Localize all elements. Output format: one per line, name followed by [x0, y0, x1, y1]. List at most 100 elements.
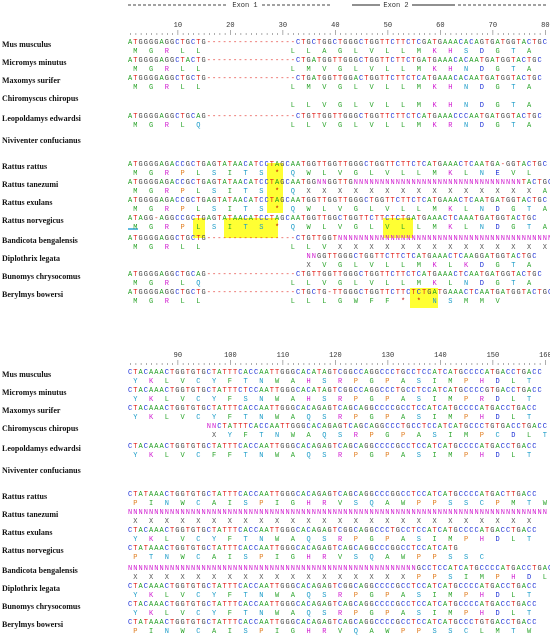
- dna-sequence: ATGGGGAGGCTGCTG-----------------CTGATGGT…: [128, 75, 542, 83]
- ruler-number: 60: [436, 22, 444, 30]
- dna-sequence: CTACAAACTGGTGTGCTATTTCACCAATTGGGCACAGAGT…: [128, 583, 536, 591]
- dna-sequence: CTACAAACTGGTGTGCTATTTCACCAATTGGGCACAGAGT…: [128, 443, 536, 451]
- ruler-number: 130: [382, 352, 395, 360]
- ruler-number: 140: [434, 352, 447, 360]
- species-name: Rattus tanezumi: [2, 510, 59, 519]
- aa-sequence: M G R P L S I T S * Q W L V G L V L L M K L N E V L: [133, 170, 531, 178]
- dna-sequence: ATGGGGAGGCTGCTG-----------------CTGCTGGC…: [128, 39, 547, 47]
- species-name: Diplothrix legata: [2, 254, 60, 263]
- species-name: Micromys minutus: [2, 58, 67, 67]
- dna-sequence: ATGGGGAGGCTGCTG-----------------CTGCTG-T…: [128, 289, 550, 297]
- highlight: [410, 288, 438, 308]
- dna-sequence: NNGGTTGGGCTGGTTCTTCTCATGAAACTCAAGGATGGTA…: [128, 253, 536, 261]
- species-name: Bandicota bengalensis: [2, 566, 78, 575]
- ruler-number: 70: [489, 22, 497, 30]
- species-name: Maxomys surifer: [2, 76, 61, 85]
- species-name: Rattus exulans: [2, 528, 52, 537]
- exon-label: Exon 1: [232, 2, 257, 10]
- dna-sequence: CTACAAACTGGTGTGCTATTTCACCAATTGGGCACATAGT…: [128, 369, 542, 377]
- species-name: Bunomys chrysocomus: [2, 272, 80, 281]
- ruler-number: 160: [539, 352, 550, 360]
- dna-sequence: ATAGG-AGGCCGCTGAGTATAACATCCTAGCAATGGTTGG…: [128, 215, 536, 223]
- species-name: Mus musculus: [2, 370, 51, 379]
- aa-sequence: M G R P L S I T S * Q X X X X X X X X X X X X X X X A: [133, 188, 548, 196]
- species-name: Rattus rattus: [2, 162, 47, 171]
- species-name: Micromys minutus: [2, 388, 67, 397]
- highlight: [383, 218, 413, 238]
- ruler-number: 10: [174, 22, 182, 30]
- ruler-number: 100: [224, 352, 237, 360]
- species-name: Leopoldamys edwardsi: [2, 114, 82, 123]
- ruler-number: 20: [226, 22, 234, 30]
- dna-sequence: NNNNNNNNNNNNNNNNNNNNNNNNNNNNNNNNNNNNNNNN…: [128, 509, 547, 517]
- species-name: Maxomys surifer: [2, 406, 61, 415]
- ruler-number: 120: [329, 352, 342, 360]
- highlight: [224, 218, 278, 238]
- ruler-number: 90: [174, 352, 182, 360]
- species-name: Chiromyscus chiropus: [2, 94, 78, 103]
- dna-sequence: ATGGGGAGACCGCTGAGTATAACATCCTAGCAATGGTTGG…: [128, 197, 547, 205]
- species-name: Berylmys bowersi: [2, 290, 64, 299]
- dna-sequence: ATGGGGAGGCTGCAG-----------------CTGTTGGT…: [128, 271, 542, 279]
- highlight: [193, 218, 205, 238]
- species-name: Chiromyscus chiropus: [2, 424, 78, 433]
- species-name: Mus musculus: [2, 40, 51, 49]
- exon-label: Exon 2: [383, 2, 408, 10]
- ruler-number: 30: [279, 22, 287, 30]
- dna-sequence: NNCTATTTCACCAATTGGGCACAGAGTCAGCAGGCCCTGC…: [128, 423, 547, 431]
- species-name: Rattus norvegicus: [2, 216, 64, 225]
- species-name: Rattus exulans: [2, 198, 52, 207]
- dna-sequence: CTACAAACTGGTGTGCTATTTCACCAATTGGGCACAGAGT…: [128, 405, 536, 413]
- dna-sequence: CTATAAACTGGTGTGCTATTTCACCAATTGGGCACAGAGT…: [128, 545, 458, 553]
- dna-sequence: CTATAAACTGGTGTGCTATTTCACCAATTGGGCACAGAGT…: [128, 619, 536, 627]
- dna-sequence: CTACAAACTGGTGTGCTATTTCACCAATTGGGCACAGAGT…: [128, 527, 536, 535]
- dna-sequence: ATGGGGAGGCTACTG-----------------CTGATGGT…: [128, 57, 542, 65]
- species-name: Bandicota bengalensis: [2, 236, 78, 245]
- highlights: [193, 163, 438, 308]
- aa-sequence: XXXXXXXXXXXXXXXXXXPPSIMPHDLT: [133, 574, 550, 582]
- ruler-number: 110: [277, 352, 290, 360]
- aa-sequence: M G R P L S I T S * Q W L V G L V L L M K L N D G T A: [133, 206, 548, 214]
- ruler-number: 150: [487, 352, 500, 360]
- dna-sequence: CTACAAACTGGTGTGCTATTTCACCAATTGGGCACAGAGT…: [128, 601, 536, 609]
- aa-sequence: M G R P L S I T S * Q W L V G L V L L M K L N D G T A: [133, 224, 548, 232]
- dna-sequence: CTATAAACTGGTGTGCTATTTCACCAATTGGGCACAGAGT…: [128, 491, 536, 499]
- species-name: Bunomys chrysocomus: [2, 602, 80, 611]
- species-name: Leopoldamys edwardsi: [2, 444, 82, 453]
- ruler-number: 40: [331, 22, 339, 30]
- species-name: Rattus rattus: [2, 492, 47, 501]
- species-name: Niviventer confucianus: [2, 466, 81, 475]
- species-name: Berylmys bowersi: [2, 620, 64, 629]
- species-name: Niviventer confucianus: [2, 136, 81, 145]
- species-name: Rattus tanezumi: [2, 180, 59, 189]
- dna-sequence: NNNNNNNNNNNNNNNNNNNNNNNNNNNNNNNNNNNNNNNN…: [128, 565, 550, 573]
- highlight: [267, 163, 283, 213]
- dna-sequence: CTACAAACTGGTGTGCTATTTCTCCAATTGGGCACATAGT…: [128, 387, 542, 395]
- dna-sequence: ATGGGGAGACCGCTGAGTATAACATCCTAGCAATGGTTGG…: [128, 161, 547, 169]
- dna-sequence: ATGGGGAGACCGCTGAGTATAACATCCTAGCAATGGNNGG…: [128, 179, 550, 187]
- ruler-number: 80: [541, 22, 549, 30]
- species-name: Diplothrix legata: [2, 584, 60, 593]
- dna-sequence: ATGGGGAGGCTGCAG-----------------CTGTTGGT…: [128, 113, 542, 121]
